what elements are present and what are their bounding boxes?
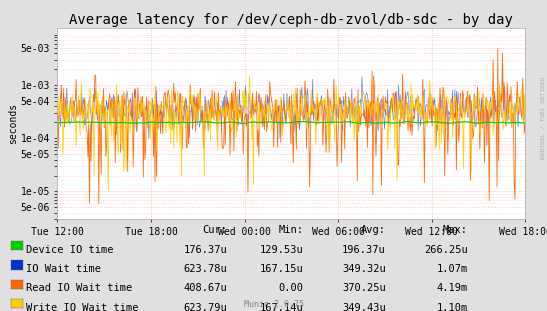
Text: 167.15u: 167.15u <box>260 264 304 274</box>
Text: 408.67u: 408.67u <box>183 283 227 293</box>
Text: Munin 2.0.75: Munin 2.0.75 <box>243 300 304 309</box>
Text: Cur:: Cur: <box>202 225 227 235</box>
Text: Avg:: Avg: <box>360 225 386 235</box>
Text: Write IO Wait time: Write IO Wait time <box>26 303 138 311</box>
Text: 196.37u: 196.37u <box>342 245 386 255</box>
Text: 0.00: 0.00 <box>278 283 304 293</box>
Text: 4.19m: 4.19m <box>437 283 468 293</box>
Text: 167.14u: 167.14u <box>260 303 304 311</box>
Title: Average latency for /dev/ceph-db-zvol/db-sdc - by day: Average latency for /dev/ceph-db-zvol/db… <box>69 13 513 27</box>
Text: 349.43u: 349.43u <box>342 303 386 311</box>
Text: Read IO Wait time: Read IO Wait time <box>26 283 132 293</box>
Y-axis label: seconds: seconds <box>8 103 18 144</box>
Text: 129.53u: 129.53u <box>260 245 304 255</box>
Text: 370.25u: 370.25u <box>342 283 386 293</box>
Text: RRDTOOL / TOBI OETIKER: RRDTOOL / TOBI OETIKER <box>541 77 546 160</box>
Text: 266.25u: 266.25u <box>424 245 468 255</box>
Text: 349.32u: 349.32u <box>342 264 386 274</box>
Text: Device IO time: Device IO time <box>26 245 113 255</box>
Text: 623.78u: 623.78u <box>183 264 227 274</box>
Text: 1.07m: 1.07m <box>437 264 468 274</box>
Text: 623.79u: 623.79u <box>183 303 227 311</box>
Text: Min:: Min: <box>278 225 304 235</box>
Text: IO Wait time: IO Wait time <box>26 264 101 274</box>
Text: Max:: Max: <box>443 225 468 235</box>
Text: 1.10m: 1.10m <box>437 303 468 311</box>
Text: 176.37u: 176.37u <box>183 245 227 255</box>
